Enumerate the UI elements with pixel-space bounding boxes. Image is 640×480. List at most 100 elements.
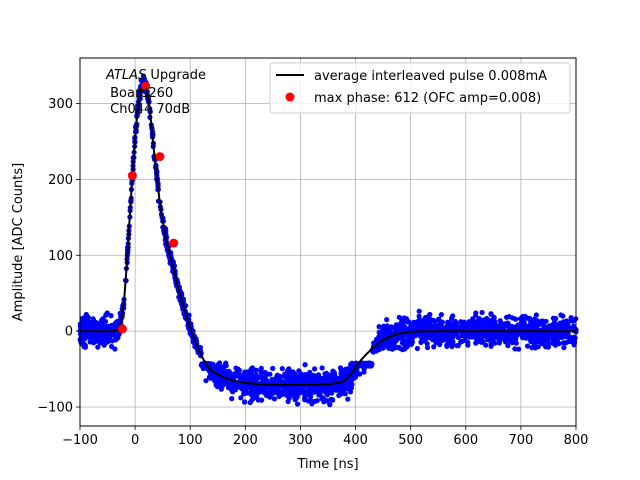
scatter-point bbox=[256, 389, 262, 396]
scatter-point bbox=[491, 314, 497, 321]
scatter-point bbox=[439, 332, 445, 338]
scatter-point bbox=[436, 323, 442, 329]
scatter-point bbox=[298, 379, 304, 385]
scatter-point bbox=[424, 341, 430, 347]
scatter-point bbox=[328, 387, 335, 393]
scatter-point bbox=[393, 322, 399, 328]
scatter-point bbox=[543, 344, 549, 350]
scatter-point bbox=[240, 386, 246, 392]
y-tick-label: 200 bbox=[48, 173, 73, 188]
scatter-point bbox=[483, 342, 489, 348]
scatter-point bbox=[223, 360, 229, 366]
scatter-point bbox=[450, 339, 456, 345]
scatter-point bbox=[325, 375, 331, 381]
legend-entry-max-phase: max phase: 612 (OFC amp=0.008) bbox=[314, 91, 541, 106]
x-tick-label: 200 bbox=[233, 433, 258, 448]
scatter-point bbox=[480, 322, 486, 328]
scatter-point bbox=[217, 360, 223, 366]
scatter-point bbox=[385, 331, 391, 337]
scatter-point bbox=[385, 339, 391, 345]
x-tick-label: 600 bbox=[453, 433, 478, 448]
scatter-point bbox=[258, 397, 265, 403]
scatter-point bbox=[426, 317, 432, 323]
scatter-point bbox=[299, 374, 305, 380]
scatter-point bbox=[322, 389, 328, 395]
x-tick-label: 500 bbox=[398, 433, 423, 448]
scatter-point bbox=[490, 332, 496, 338]
scatter-point bbox=[424, 344, 431, 351]
scatter-point bbox=[220, 364, 226, 370]
scatter-point bbox=[290, 378, 296, 384]
scatter-point bbox=[525, 343, 531, 349]
scatter-point bbox=[232, 372, 238, 378]
scatter-point bbox=[271, 379, 277, 385]
scatter-point bbox=[238, 395, 244, 401]
scatter-point bbox=[268, 385, 274, 391]
scatter-point bbox=[104, 310, 110, 316]
scatter-point bbox=[453, 320, 459, 327]
scatter-point bbox=[568, 336, 575, 342]
scatter-point bbox=[529, 345, 535, 351]
scatter-point bbox=[522, 331, 528, 337]
scatter-point bbox=[95, 337, 101, 343]
scatter-point bbox=[298, 389, 304, 395]
x-tick-label: 100 bbox=[178, 433, 203, 448]
plot-frame bbox=[79, 57, 577, 427]
scatter-point bbox=[459, 338, 465, 345]
scatter-point bbox=[489, 319, 495, 325]
scatter-point bbox=[520, 317, 526, 323]
scatter-point bbox=[249, 366, 255, 373]
scatter-point bbox=[414, 345, 420, 352]
scatter-point bbox=[307, 385, 313, 391]
plot-area bbox=[80, 58, 576, 426]
scatter-point bbox=[388, 324, 394, 330]
scatter-point bbox=[289, 369, 295, 376]
scatter-point bbox=[255, 374, 261, 380]
scatter-point bbox=[485, 324, 491, 330]
scatter-point bbox=[89, 320, 95, 326]
scatter-point bbox=[276, 388, 282, 394]
scatter-point bbox=[274, 374, 280, 380]
max-phase-point bbox=[155, 152, 165, 162]
scatter-point bbox=[81, 322, 87, 328]
scatter-point bbox=[528, 323, 534, 329]
grid bbox=[79, 58, 577, 426]
scatter-point bbox=[376, 324, 382, 330]
scatter-point bbox=[319, 365, 325, 371]
scatter-point bbox=[340, 382, 346, 388]
scatter-point bbox=[302, 362, 308, 368]
scatter-point bbox=[407, 338, 413, 344]
scatter-point bbox=[474, 338, 480, 344]
annotation: ATLAS Upgrade Board260 Ch044 70dB bbox=[105, 68, 206, 117]
ticks: −100 0 100 200 300 400 500 600 700 800 −100 0 100 200… bbox=[37, 97, 588, 448]
scatter-point bbox=[563, 318, 570, 324]
scatter-point bbox=[248, 392, 254, 398]
scatter-point bbox=[427, 311, 433, 318]
scatter-point bbox=[400, 336, 406, 342]
x-axis-title: Time [ns] bbox=[296, 457, 358, 472]
scatter-point bbox=[374, 336, 380, 342]
scatter-point bbox=[450, 313, 456, 319]
scatter-point bbox=[81, 343, 87, 349]
scatter-point bbox=[504, 314, 510, 320]
legend-marker-swatch bbox=[285, 92, 295, 102]
scatter-point bbox=[216, 364, 222, 370]
scatter-point bbox=[384, 317, 390, 323]
scatter-point bbox=[335, 384, 341, 390]
scatter-point bbox=[416, 318, 422, 324]
scatter-point bbox=[344, 386, 350, 392]
scatter-point bbox=[229, 396, 235, 402]
scatter-point bbox=[78, 332, 84, 339]
scatter-point bbox=[327, 402, 333, 408]
legend: average interleaved pulse 0.008mA max ph… bbox=[269, 62, 571, 114]
scatter-point bbox=[244, 383, 250, 390]
scatter-point bbox=[236, 373, 243, 379]
scatter-point bbox=[496, 340, 502, 346]
scatter-point bbox=[396, 344, 402, 350]
scatter-point bbox=[516, 346, 522, 352]
scatter-point bbox=[225, 380, 231, 386]
scatter-point bbox=[560, 334, 566, 340]
scatter-point bbox=[270, 365, 276, 371]
scatter-point bbox=[459, 325, 465, 332]
scatter-point bbox=[479, 309, 485, 316]
